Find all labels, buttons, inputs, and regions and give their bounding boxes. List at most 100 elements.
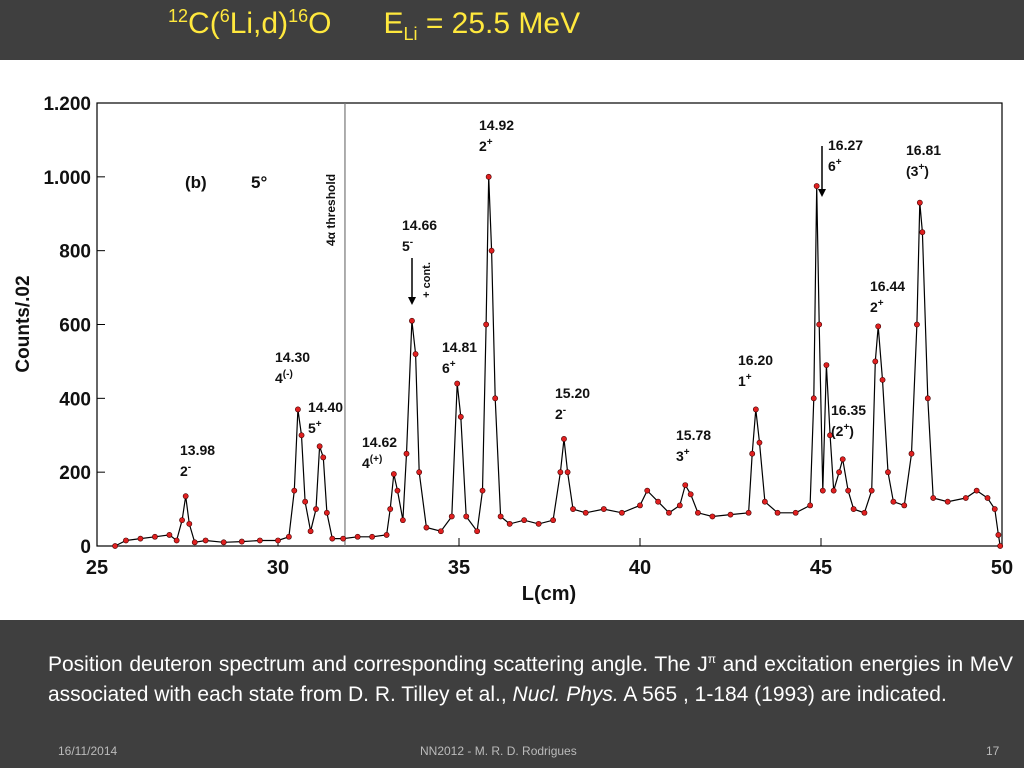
state-spin: 3+ [676, 447, 690, 464]
y-tick-label: 0 [80, 537, 91, 558]
x-axis-label: L(cm) [522, 583, 576, 605]
parity: + [918, 162, 924, 173]
threshold-label: 4α threshold [324, 174, 338, 246]
state-spin: (3+) [906, 162, 929, 179]
x-tick-label: 45 [810, 557, 832, 579]
state-energy: 14.66 [402, 217, 437, 233]
parity: - [188, 462, 191, 473]
data-point [850, 506, 857, 512]
state-spin: 2+ [870, 298, 884, 315]
state-spin: 6+ [828, 157, 842, 174]
data-point [173, 537, 180, 544]
data-point [619, 509, 625, 516]
footer-page: 17 [986, 744, 1000, 758]
data-point [868, 487, 875, 494]
data-point [313, 506, 319, 512]
footer-author: NN2012 - M. R. D. Rodrigues [420, 744, 577, 758]
data-point [682, 482, 689, 488]
state-energy: 14.30 [275, 349, 310, 365]
state-spin: 4(-) [275, 369, 293, 386]
state-energy: 15.78 [676, 427, 711, 443]
data-point [394, 487, 401, 494]
data-point [550, 517, 557, 524]
state-spin: 2- [180, 462, 191, 479]
data-point [695, 509, 701, 516]
footer-date: 16/11/2014 [58, 744, 118, 758]
caption-part: and excitation energies in MeV associate… [48, 653, 1013, 706]
spin: 5 [402, 238, 410, 254]
data-point [485, 173, 492, 180]
data-point [463, 513, 470, 520]
data-point [202, 537, 209, 544]
parity: + [836, 157, 842, 168]
data-point [756, 439, 763, 446]
data-point [792, 509, 799, 516]
data-point [369, 533, 376, 540]
data-point [819, 487, 826, 494]
state-energy: 16.35 [831, 402, 866, 418]
parity: + [450, 359, 456, 370]
data-point [220, 539, 227, 546]
title-part: Li,d) [229, 7, 289, 40]
data-point [666, 509, 672, 516]
data-point [521, 517, 528, 524]
data-point [872, 358, 879, 365]
spin: 6 [828, 158, 836, 174]
data-point [655, 498, 661, 505]
parity: - [563, 405, 566, 416]
data-point [186, 520, 193, 527]
data-point [885, 469, 891, 476]
data-point [564, 469, 571, 476]
x-tick-label: 30 [267, 557, 289, 579]
data-point [316, 443, 323, 450]
state-energy: 16.27 [828, 137, 863, 153]
data-point [191, 539, 198, 546]
parity: + [878, 298, 884, 309]
data-point [813, 183, 820, 189]
data-point [492, 395, 499, 402]
slide-title: 12C(6Li,d)16O ELi = 25.5 MeV [168, 6, 580, 45]
data-point [483, 321, 490, 328]
state-energy: 14.40 [308, 399, 343, 415]
data-point [340, 535, 347, 542]
data-point [354, 533, 361, 540]
data-point [916, 199, 923, 206]
data-point [307, 528, 314, 535]
data-point [383, 532, 390, 538]
state-energy: 14.62 [362, 434, 397, 450]
y-axis-label: Counts/.02 [13, 275, 34, 372]
data-point [774, 509, 781, 516]
data-point [557, 469, 564, 476]
title-part: 16 [288, 6, 309, 26]
data-point [924, 395, 931, 402]
data-point [687, 491, 694, 498]
data-point [448, 513, 455, 520]
data-point [827, 432, 833, 439]
data-point [930, 495, 937, 501]
state-spin: 2+ [479, 137, 493, 154]
spin: (2 [831, 423, 844, 439]
data-point [390, 471, 397, 477]
data-point [745, 509, 752, 516]
data-point [997, 543, 1004, 549]
data-point [454, 380, 461, 387]
data-point [423, 524, 430, 531]
data-point [839, 456, 846, 463]
data-point [600, 506, 607, 512]
data-point [329, 535, 336, 542]
caption-part: Nucl. Phys. [512, 683, 619, 706]
data-point [644, 487, 651, 494]
data-point [823, 362, 830, 369]
data-point [166, 532, 173, 538]
data-point [962, 495, 969, 501]
spin: 3 [676, 448, 684, 464]
data-point [807, 502, 814, 509]
data-point [561, 436, 567, 442]
state-energy: 16.44 [870, 278, 905, 294]
data-point [137, 535, 144, 542]
plot-frame [96, 102, 1003, 547]
data-point [285, 533, 292, 540]
parity: + [316, 419, 322, 430]
data-point [908, 450, 915, 457]
